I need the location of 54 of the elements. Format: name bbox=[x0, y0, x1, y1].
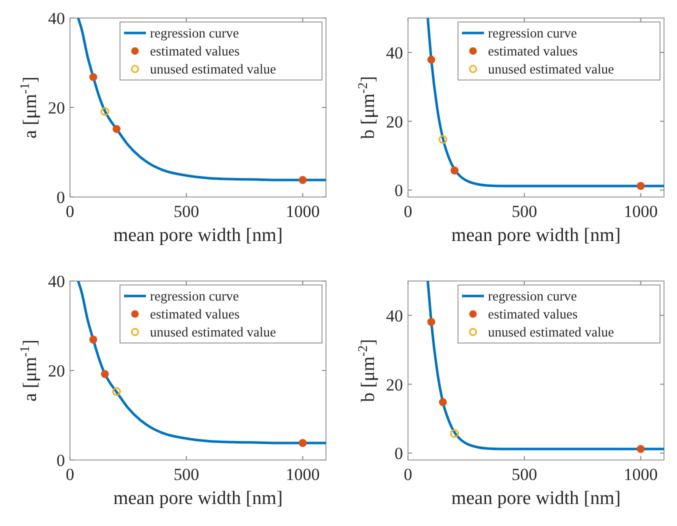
y-tick-label: 20 bbox=[386, 112, 403, 132]
line-series bbox=[426, 18, 664, 188]
y-tick-label: 40 bbox=[48, 272, 65, 291]
point bbox=[89, 336, 98, 344]
point bbox=[427, 56, 436, 64]
point bbox=[112, 387, 121, 396]
point bbox=[112, 125, 121, 133]
legend-label: estimated values bbox=[150, 306, 240, 322]
x-tick-label: 500 bbox=[512, 465, 538, 484]
x-tick-label: 1000 bbox=[624, 465, 658, 484]
legend-label: unused estimated value bbox=[150, 62, 276, 76]
legend-label: estimated values bbox=[150, 44, 240, 58]
point bbox=[636, 445, 645, 453]
legend-label: unused estimated value bbox=[150, 324, 276, 340]
y-tick-label: 20 bbox=[48, 98, 65, 118]
point bbox=[100, 107, 110, 116]
point bbox=[438, 398, 447, 406]
legend-label: regression curve bbox=[150, 288, 239, 304]
y-tick-label: 0 bbox=[56, 451, 65, 470]
x-tick-label: 500 bbox=[174, 465, 200, 484]
point bbox=[427, 318, 436, 326]
legend-label: estimated values bbox=[488, 306, 578, 322]
line-series bbox=[426, 281, 664, 450]
x-tick-label: 500 bbox=[512, 202, 538, 221]
point bbox=[298, 176, 307, 184]
x-axis-title: mean pore width [nm] bbox=[451, 225, 621, 246]
point bbox=[100, 370, 109, 378]
legend-label: unused estimated value bbox=[488, 324, 614, 340]
y-tick-label: 40 bbox=[48, 9, 65, 28]
x-tick-label: 1000 bbox=[286, 465, 320, 484]
point bbox=[636, 182, 645, 190]
y-tick-label: 0 bbox=[394, 181, 403, 200]
point bbox=[298, 439, 307, 447]
legend-label: regression curve bbox=[488, 26, 577, 40]
y-tick-label: 0 bbox=[394, 444, 403, 464]
y-tick-label: 40 bbox=[386, 306, 403, 326]
y-tick-label: 20 bbox=[48, 362, 65, 380]
y-tick-label: 20 bbox=[386, 375, 403, 394]
x-tick-label: 1000 bbox=[624, 202, 658, 221]
legend-label: unused estimated value bbox=[488, 62, 614, 76]
legend-label: regression curve bbox=[488, 288, 577, 304]
x-axis-title: mean pore width [nm] bbox=[113, 488, 283, 509]
legend-label: regression curve bbox=[150, 26, 239, 40]
point bbox=[450, 429, 459, 438]
point bbox=[438, 135, 448, 144]
x-tick-label: 1000 bbox=[286, 202, 320, 221]
x-tick-label: 500 bbox=[174, 202, 200, 221]
point bbox=[89, 73, 98, 82]
y-tick-label: 0 bbox=[56, 188, 65, 207]
point bbox=[450, 166, 459, 174]
legend-label: estimated values bbox=[488, 44, 578, 58]
y-tick-label: 40 bbox=[386, 43, 403, 62]
x-axis-title: mean pore width [nm] bbox=[113, 225, 283, 246]
x-axis-title: mean pore width [nm] bbox=[451, 488, 621, 509]
